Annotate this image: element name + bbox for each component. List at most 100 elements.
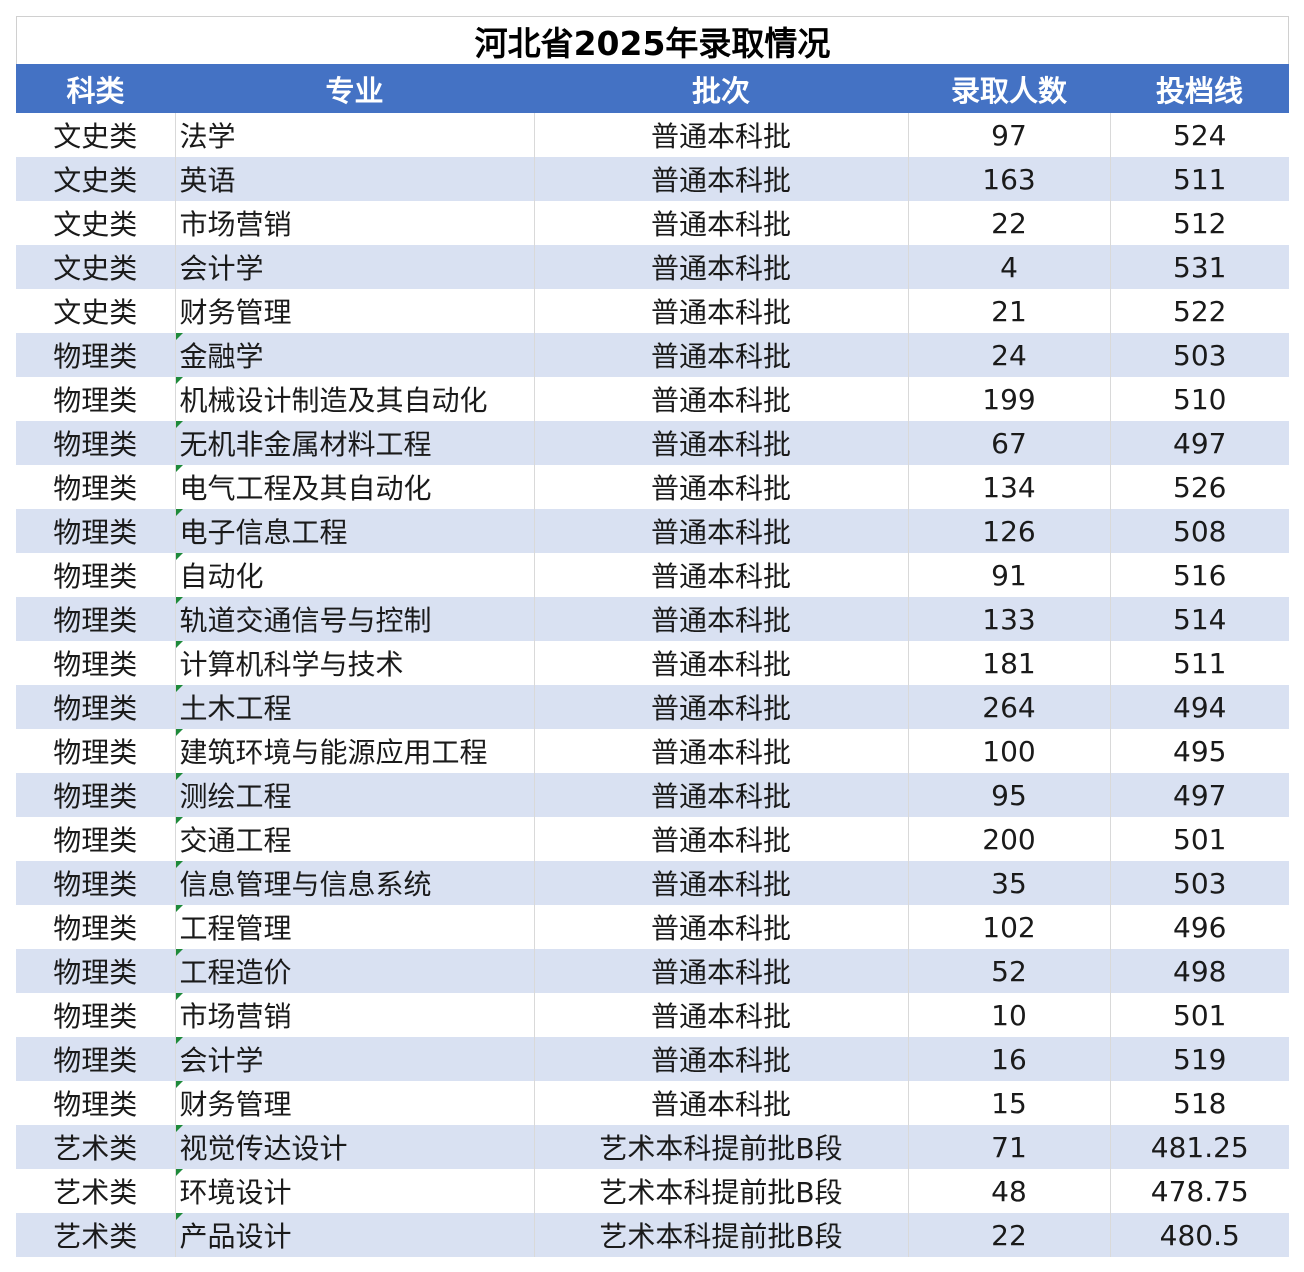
cell-subject-type[interactable]: 物理类 [16,377,176,421]
cell-major[interactable]: 市场营销 [175,201,535,245]
cell-batch[interactable]: 普通本科批 [534,993,909,1037]
cell-batch[interactable]: 普通本科批 [534,641,909,685]
cell-subject-type[interactable]: 物理类 [16,553,176,597]
cell-admitted-count[interactable]: 134 [908,465,1111,509]
cell-batch[interactable]: 普通本科批 [534,553,909,597]
cell-cutoff-score[interactable]: 511 [1110,157,1289,201]
cell-major[interactable]: 英语 [175,157,535,201]
cell-cutoff-score[interactable]: 511 [1110,641,1289,685]
cell-major[interactable]: 测绘工程 [175,773,535,817]
cell-major[interactable]: 环境设计 [175,1169,535,1213]
cell-batch[interactable]: 普通本科批 [534,201,909,245]
cell-admitted-count[interactable]: 21 [908,289,1111,333]
cell-subject-type[interactable]: 物理类 [16,949,176,993]
cell-subject-type[interactable]: 艺术类 [16,1169,176,1213]
cell-major[interactable]: 自动化 [175,553,535,597]
cell-admitted-count[interactable]: 35 [908,861,1111,905]
cell-major[interactable]: 视觉传达设计 [175,1125,535,1169]
cell-admitted-count[interactable]: 16 [908,1037,1111,1081]
cell-major[interactable]: 计算机科学与技术 [175,641,535,685]
cell-cutoff-score[interactable]: 495 [1110,729,1289,773]
cell-admitted-count[interactable]: 15 [908,1081,1111,1125]
cell-subject-type[interactable]: 物理类 [16,905,176,949]
cell-major[interactable]: 土木工程 [175,685,535,729]
cell-admitted-count[interactable]: 10 [908,993,1111,1037]
cell-subject-type[interactable]: 物理类 [16,817,176,861]
cell-subject-type[interactable]: 物理类 [16,685,176,729]
cell-cutoff-score[interactable]: 510 [1110,377,1289,421]
cell-batch[interactable]: 普通本科批 [534,421,909,465]
cell-admitted-count[interactable]: 95 [908,773,1111,817]
cell-major[interactable]: 机械设计制造及其自动化 [175,377,535,421]
cell-cutoff-score[interactable]: 494 [1110,685,1289,729]
cell-major[interactable]: 法学 [175,113,535,157]
cell-batch[interactable]: 艺术本科提前批B段 [534,1169,909,1213]
cell-cutoff-score[interactable]: 503 [1110,333,1289,377]
cell-admitted-count[interactable]: 199 [908,377,1111,421]
cell-subject-type[interactable]: 艺术类 [16,1125,176,1169]
cell-cutoff-score[interactable]: 524 [1110,113,1289,157]
cell-admitted-count[interactable]: 52 [908,949,1111,993]
cell-subject-type[interactable]: 物理类 [16,333,176,377]
cell-major[interactable]: 财务管理 [175,1081,535,1125]
cell-cutoff-score[interactable]: 478.75 [1110,1169,1289,1213]
cell-admitted-count[interactable]: 24 [908,333,1111,377]
cell-cutoff-score[interactable]: 531 [1110,245,1289,289]
cell-batch[interactable]: 普通本科批 [534,905,909,949]
cell-subject-type[interactable]: 文史类 [16,245,176,289]
cell-cutoff-score[interactable]: 480.5 [1110,1213,1289,1257]
cell-major[interactable]: 轨道交通信号与控制 [175,597,535,641]
cell-cutoff-score[interactable]: 508 [1110,509,1289,553]
cell-admitted-count[interactable]: 133 [908,597,1111,641]
cell-major[interactable]: 金融学 [175,333,535,377]
cell-subject-type[interactable]: 物理类 [16,729,176,773]
cell-cutoff-score[interactable]: 519 [1110,1037,1289,1081]
cell-subject-type[interactable]: 物理类 [16,1081,176,1125]
cell-major[interactable]: 会计学 [175,245,535,289]
cell-batch[interactable]: 普通本科批 [534,1037,909,1081]
cell-cutoff-score[interactable]: 496 [1110,905,1289,949]
header-subject-type[interactable]: 科类 [16,64,175,113]
cell-batch[interactable]: 普通本科批 [534,289,909,333]
cell-admitted-count[interactable]: 100 [908,729,1111,773]
cell-major[interactable]: 无机非金属材料工程 [175,421,535,465]
cell-batch[interactable]: 普通本科批 [534,817,909,861]
cell-batch[interactable]: 普通本科批 [534,377,909,421]
cell-batch[interactable]: 普通本科批 [534,597,909,641]
cell-cutoff-score[interactable]: 503 [1110,861,1289,905]
cell-subject-type[interactable]: 物理类 [16,861,176,905]
cell-admitted-count[interactable]: 163 [908,157,1111,201]
cell-subject-type[interactable]: 物理类 [16,641,176,685]
cell-admitted-count[interactable]: 126 [908,509,1111,553]
cell-admitted-count[interactable]: 91 [908,553,1111,597]
cell-cutoff-score[interactable]: 518 [1110,1081,1289,1125]
cell-subject-type[interactable]: 物理类 [16,993,176,1037]
cell-major[interactable]: 产品设计 [175,1213,535,1257]
cell-admitted-count[interactable]: 264 [908,685,1111,729]
cell-batch[interactable]: 普通本科批 [534,861,909,905]
header-major[interactable]: 专业 [175,64,534,113]
cell-subject-type[interactable]: 物理类 [16,597,176,641]
cell-major[interactable]: 工程造价 [175,949,535,993]
cell-major[interactable]: 工程管理 [175,905,535,949]
cell-subject-type[interactable]: 物理类 [16,773,176,817]
cell-subject-type[interactable]: 物理类 [16,509,176,553]
header-batch[interactable]: 批次 [534,64,908,113]
header-cutoff-score[interactable]: 投档线 [1110,64,1289,113]
cell-subject-type[interactable]: 文史类 [16,113,176,157]
cell-batch[interactable]: 普通本科批 [534,113,909,157]
cell-admitted-count[interactable]: 102 [908,905,1111,949]
cell-batch[interactable]: 普通本科批 [534,509,909,553]
cell-batch[interactable]: 普通本科批 [534,729,909,773]
cell-subject-type[interactable]: 文史类 [16,289,176,333]
cell-admitted-count[interactable]: 48 [908,1169,1111,1213]
cell-cutoff-score[interactable]: 481.25 [1110,1125,1289,1169]
cell-batch[interactable]: 普通本科批 [534,245,909,289]
header-admitted-count[interactable]: 录取人数 [908,64,1110,113]
cell-major[interactable]: 信息管理与信息系统 [175,861,535,905]
cell-major[interactable]: 会计学 [175,1037,535,1081]
cell-cutoff-score[interactable]: 522 [1110,289,1289,333]
cell-batch[interactable]: 普通本科批 [534,333,909,377]
cell-major[interactable]: 建筑环境与能源应用工程 [175,729,535,773]
cell-cutoff-score[interactable]: 498 [1110,949,1289,993]
